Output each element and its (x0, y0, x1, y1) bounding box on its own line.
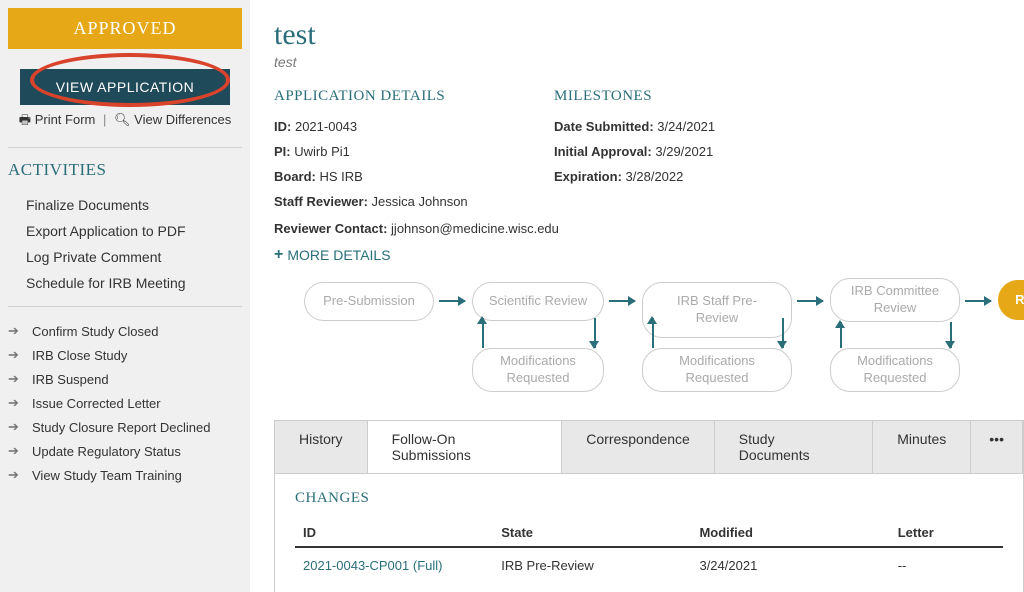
board-value: HS IRB (320, 169, 363, 184)
sub-links: 🖶 Print Form | 🔍︎ View Differences (8, 111, 242, 133)
cell-modified: 3/24/2021 (691, 547, 889, 583)
arrow-right-icon: ➔ (8, 467, 22, 483)
contact-value: jjohnson@medicine.wisc.edu (391, 221, 559, 236)
wf-node-mod2: Modifications Requested (642, 348, 792, 392)
wf-node-pre-submission: Pre-Submission (304, 282, 434, 321)
tab-minutes[interactable]: Minutes (873, 421, 971, 473)
reviewer-value: Jessica Johnson (372, 194, 468, 209)
admin-action-item[interactable]: ➔IRB Close Study (8, 343, 242, 367)
workflow-diagram: Pre-Submission Scientific Review IRB Sta… (274, 278, 1024, 408)
view-differences-link[interactable]: View Differences (134, 112, 231, 127)
col-id[interactable]: ID (295, 519, 493, 547)
activities-heading: ACTIVITIES (8, 160, 242, 180)
admin-action-item[interactable]: ➔Study Closure Report Declined (8, 415, 242, 439)
wf-arrowhead (945, 341, 955, 349)
tab-more[interactable]: ••• (971, 421, 1023, 473)
wf-arrowhead (477, 316, 487, 324)
pi-value: Uwirb Pi1 (294, 144, 350, 159)
wf-arrow (609, 300, 635, 302)
expiration-label: Expiration: (554, 169, 622, 184)
wf-node-staff-pre-review: IRB Staff Pre-Review (642, 282, 792, 338)
tab-history[interactable]: History (275, 421, 368, 473)
arrow-right-icon: ➔ (8, 395, 22, 411)
sidebar: APPROVED VIEW APPLICATION 🖶 Print Form |… (0, 0, 250, 592)
tab-study-documents[interactable]: Study Documents (715, 421, 873, 473)
cell-id[interactable]: 2021-0043-CP001 (Full) (295, 547, 493, 583)
arrow-right-icon: ➔ (8, 419, 22, 435)
admin-action-item[interactable]: ➔View Study Team Training (8, 463, 242, 487)
wf-node-mod3: Modifications Requested (830, 348, 960, 392)
status-banner: APPROVED (8, 8, 242, 49)
arrow-right-icon: ➔ (8, 323, 22, 339)
main-content: test test APPLICATION DETAILS ID: 2021-0… (250, 0, 1024, 592)
view-application-button[interactable]: VIEW APPLICATION (20, 69, 230, 105)
tab-content: CHANGES ID State Modified Letter 2021-00… (274, 474, 1024, 592)
plus-icon: + (274, 246, 283, 264)
admin-actions-list: ➔Confirm Study Closed ➔IRB Close Study ➔… (8, 319, 242, 487)
admin-action-item[interactable]: ➔Confirm Study Closed (8, 319, 242, 343)
wf-arrow (439, 300, 465, 302)
approval-label: Initial Approval: (554, 144, 652, 159)
print-icon: 🖶 (19, 112, 31, 127)
wf-node-review-complete: Review Co (998, 280, 1024, 320)
tab-correspondence[interactable]: Correspondence (562, 421, 715, 473)
wf-arrowhead (777, 341, 787, 349)
submitted-label: Date Submitted: (554, 119, 654, 134)
activity-item[interactable]: Schedule for IRB Meeting (8, 270, 242, 296)
search-icon: 🔍︎ (114, 112, 131, 127)
tabs-bar: History Follow-On Submissions Correspond… (274, 420, 1024, 474)
wf-node-mod1: Modifications Requested (472, 348, 604, 392)
wf-arrowhead (589, 341, 599, 349)
page-subtitle: test (274, 54, 1024, 70)
cell-state: IRB Pre-Review (493, 547, 691, 583)
reviewer-label: Staff Reviewer: (274, 194, 368, 209)
admin-action-item[interactable]: ➔IRB Suspend (8, 367, 242, 391)
admin-action-item[interactable]: ➔Update Regulatory Status (8, 439, 242, 463)
wf-arrowhead (647, 316, 657, 324)
activity-item[interactable]: Finalize Documents (8, 192, 242, 218)
contact-label: Reviewer Contact: (274, 221, 387, 236)
col-letter[interactable]: Letter (890, 519, 1003, 547)
table-row[interactable]: 2021-0043-CP001 (Full) IRB Pre-Review 3/… (295, 547, 1003, 583)
changes-heading: CHANGES (295, 490, 1003, 507)
wf-arrow (797, 300, 823, 302)
milestones-heading: MILESTONES (554, 88, 874, 105)
pi-label: PI: (274, 144, 291, 159)
page-title: test (274, 18, 1024, 52)
col-state[interactable]: State (493, 519, 691, 547)
id-label: ID: (274, 119, 291, 134)
arrow-right-icon: ➔ (8, 347, 22, 363)
cell-letter: -- (890, 547, 1003, 583)
expiration-value: 3/28/2022 (626, 169, 684, 184)
admin-action-item[interactable]: ➔Issue Corrected Letter (8, 391, 242, 415)
activities-list: Finalize Documents Export Application to… (8, 192, 242, 296)
wf-arrowhead (835, 320, 845, 328)
wf-node-scientific-review: Scientific Review (472, 282, 604, 321)
wf-arrow (965, 300, 991, 302)
activity-item[interactable]: Export Application to PDF (8, 218, 242, 244)
arrow-right-icon: ➔ (8, 443, 22, 459)
arrow-right-icon: ➔ (8, 371, 22, 387)
app-details-heading: APPLICATION DETAILS (274, 88, 554, 105)
print-form-link[interactable]: Print Form (35, 112, 96, 127)
board-label: Board: (274, 169, 316, 184)
changes-table: ID State Modified Letter 2021-0043-CP001… (295, 519, 1003, 583)
wf-node-committee-review: IRB Committee Review (830, 278, 960, 322)
tab-follow-on[interactable]: Follow-On Submissions (368, 421, 563, 473)
more-details-toggle[interactable]: + MORE DETAILS (274, 246, 1024, 264)
submitted-value: 3/24/2021 (657, 119, 715, 134)
approval-value: 3/29/2021 (655, 144, 713, 159)
activity-item[interactable]: Log Private Comment (8, 244, 242, 270)
col-modified[interactable]: Modified (691, 519, 889, 547)
id-value: 2021-0043 (295, 119, 357, 134)
